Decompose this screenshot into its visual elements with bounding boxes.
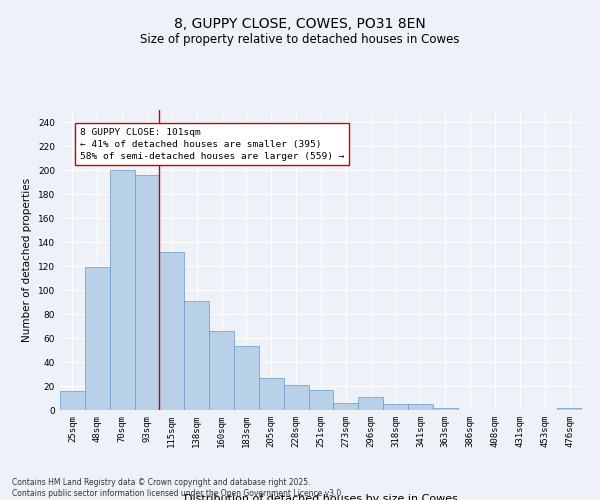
Bar <box>134 175 160 410</box>
Bar <box>234 346 259 410</box>
Text: 8, GUPPY CLOSE, COWES, PO31 8EN: 8, GUPPY CLOSE, COWES, PO31 8EN <box>174 18 426 32</box>
Bar <box>160 252 184 410</box>
Bar <box>184 301 209 410</box>
Text: 8 GUPPY CLOSE: 101sqm
← 41% of detached houses are smaller (395)
58% of semi-det: 8 GUPPY CLOSE: 101sqm ← 41% of detached … <box>80 128 344 160</box>
Text: Size of property relative to detached houses in Cowes: Size of property relative to detached ho… <box>140 32 460 46</box>
Text: Contains HM Land Registry data © Crown copyright and database right 2025.
Contai: Contains HM Land Registry data © Crown c… <box>12 478 344 498</box>
Bar <box>358 397 383 410</box>
Y-axis label: Number of detached properties: Number of detached properties <box>22 178 32 342</box>
Bar <box>209 331 234 410</box>
Text: Distribution of detached houses by size in Cowes: Distribution of detached houses by size … <box>184 494 458 500</box>
Bar <box>383 404 408 410</box>
Bar <box>408 404 433 410</box>
Bar <box>259 378 284 410</box>
Bar <box>308 390 334 410</box>
Bar <box>60 391 85 410</box>
Bar <box>85 267 110 410</box>
Bar <box>284 385 308 410</box>
Bar <box>433 408 458 410</box>
Bar <box>110 170 134 410</box>
Bar <box>334 403 358 410</box>
Bar <box>557 408 582 410</box>
